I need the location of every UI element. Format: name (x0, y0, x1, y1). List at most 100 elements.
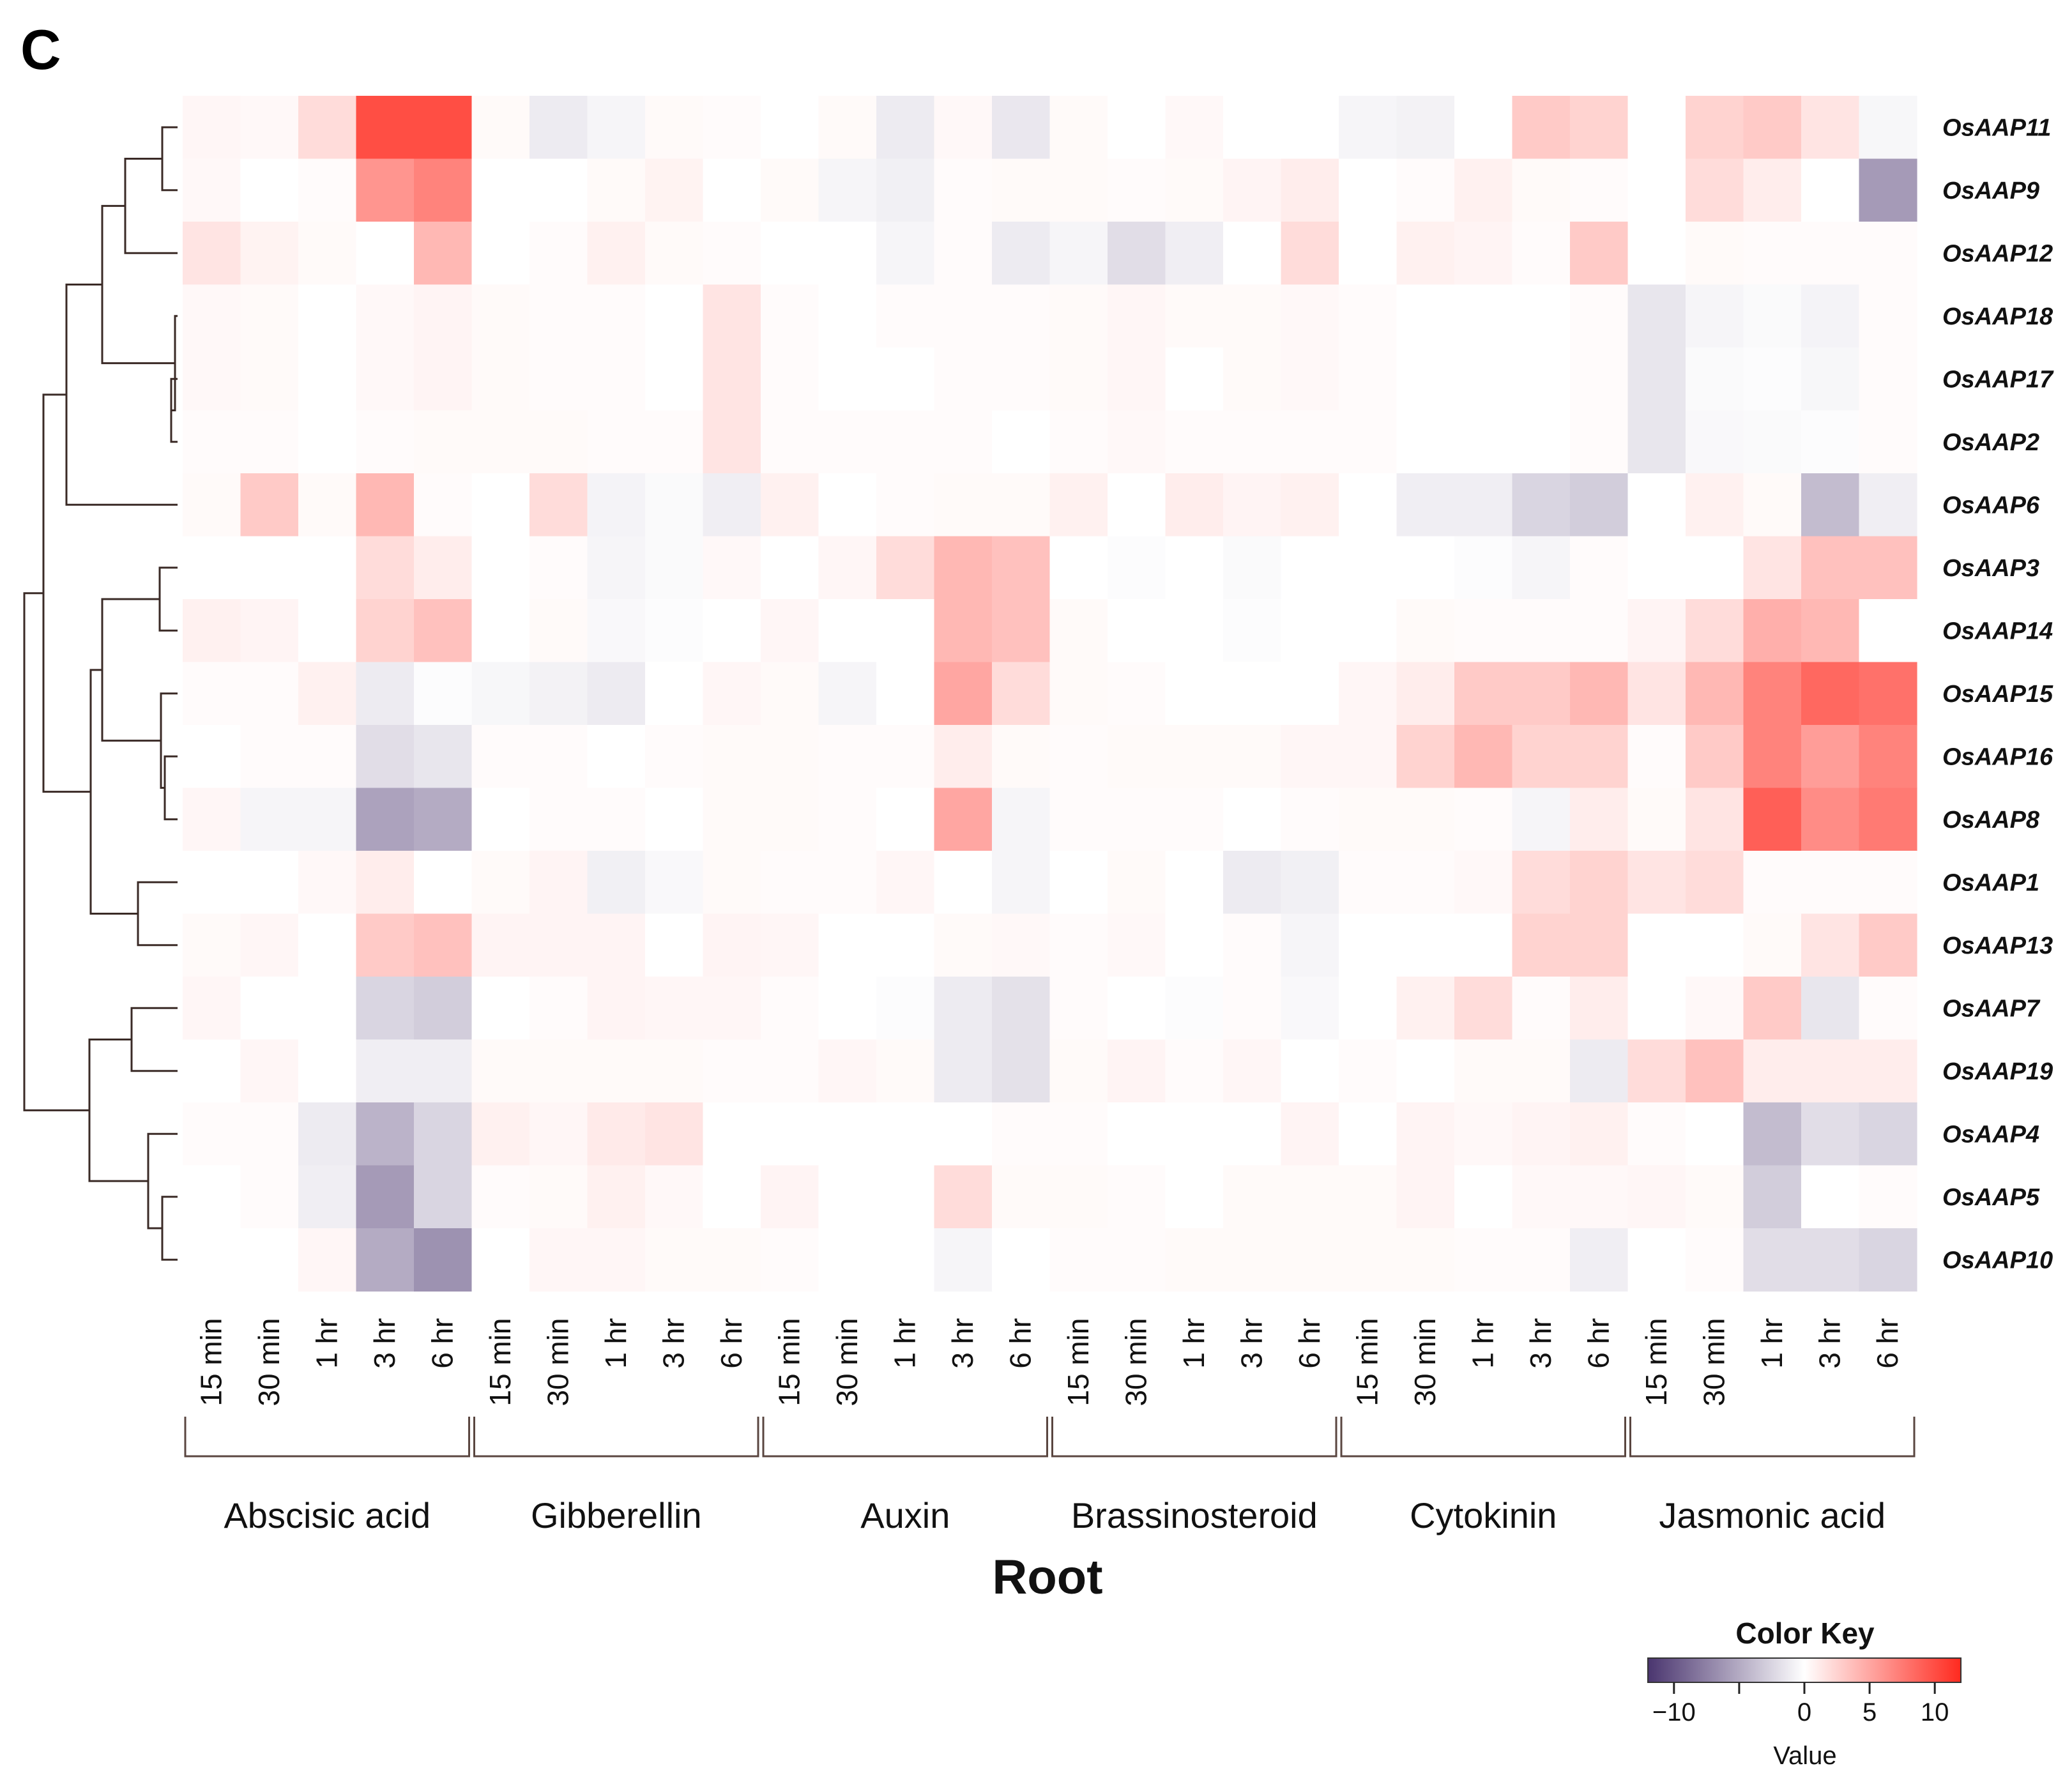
heatmap-cell (183, 284, 241, 348)
heatmap-cell (1049, 1165, 1108, 1229)
heatmap-cell (1570, 1228, 1629, 1292)
heatmap-cell (1743, 788, 1802, 851)
heatmap-cell (240, 222, 299, 286)
heatmap-cell (587, 977, 646, 1040)
heatmap-cell (1108, 158, 1166, 222)
color-key-title: Color Key (1735, 1617, 1875, 1650)
heatmap-cell (992, 662, 1051, 726)
heatmap-cell (1281, 725, 1339, 789)
heatmap-cell (1223, 599, 1282, 663)
heatmap-cell (1108, 788, 1166, 851)
column-tick-label: 6 hr (1581, 1318, 1615, 1369)
heatmap-cell (471, 725, 530, 789)
heatmap-cell (703, 222, 761, 286)
group-bracket (762, 1417, 1048, 1458)
heatmap-cell (1108, 599, 1166, 663)
heatmap-cell (356, 1228, 415, 1292)
heatmap-cell (1454, 788, 1513, 851)
heatmap-cell (1339, 599, 1398, 663)
heatmap-cell (1223, 1228, 1282, 1292)
heatmap-cell (1165, 347, 1224, 411)
heatmap-cell (587, 222, 646, 286)
heatmap-cell (587, 347, 646, 411)
heatmap-cell (471, 851, 530, 915)
heatmap-cell (1570, 158, 1629, 222)
heatmap-cell (1859, 284, 1917, 348)
heatmap-cell (414, 913, 473, 977)
heatmap-cell (876, 662, 935, 726)
heatmap-cell (240, 1102, 299, 1166)
heatmap-cell (1686, 977, 1744, 1040)
heatmap-cell (1627, 473, 1686, 537)
heatmap-cell (298, 222, 357, 286)
heatmap-cell (183, 1039, 241, 1103)
column-tick-label: 3 hr (1524, 1318, 1557, 1369)
heatmap-cell (183, 662, 241, 726)
heatmap-cell (703, 1102, 761, 1166)
heatmap-cell (703, 1039, 761, 1103)
heatmap-cell (1570, 1039, 1629, 1103)
heatmap-cell (703, 473, 761, 537)
heatmap-cell (761, 284, 819, 348)
heatmap-cell (645, 222, 704, 286)
heatmap-cell (761, 222, 819, 286)
heatmap-cell (1454, 1102, 1513, 1166)
heatmap-cell (934, 1102, 993, 1166)
heatmap-cell (240, 599, 299, 663)
heatmap-cell (356, 347, 415, 411)
heatmap-cell (1223, 977, 1282, 1040)
heatmap-cell (1339, 851, 1398, 915)
heatmap-cell (761, 977, 819, 1040)
heatmap-cell (298, 788, 357, 851)
heatmap-cell (818, 473, 877, 537)
heatmap-cell (1396, 1039, 1455, 1103)
heatmap-cell (471, 222, 530, 286)
column-tick-label: 15 min (1640, 1318, 1673, 1406)
heatmap-cell (1627, 96, 1686, 160)
heatmap-cell (356, 1102, 415, 1166)
column-tick-label: 30 min (1408, 1318, 1442, 1406)
dendrogram-link (101, 204, 175, 365)
heatmap-cell (1281, 536, 1339, 600)
heatmap-cell (1454, 977, 1513, 1040)
heatmap-cell (529, 1165, 588, 1229)
heatmap-cell (1223, 222, 1282, 286)
heatmap-cell (1108, 96, 1166, 160)
heatmap-cell (529, 851, 588, 915)
heatmap-cell (1339, 284, 1398, 348)
column-tick-label: 1 hr (888, 1318, 921, 1369)
heatmap-cell (471, 347, 530, 411)
group-bracket (1629, 1417, 1916, 1458)
heatmap-cell (1801, 222, 1860, 286)
dendrogram-link (89, 669, 138, 915)
dendrogram-link (137, 881, 178, 947)
heatmap-cell (876, 347, 935, 411)
heatmap-cell (1570, 347, 1629, 411)
color-key: Color Key −10 0 5 10 Value (1647, 1617, 1962, 1770)
heatmap-cell (240, 96, 299, 160)
heatmap-cell (1396, 913, 1455, 977)
heatmap-cell (1743, 473, 1802, 537)
heatmap-cell (1801, 347, 1860, 411)
heatmap-cell (1454, 1165, 1513, 1229)
heatmap-cell (1108, 662, 1166, 726)
heatmap-cell (471, 158, 530, 222)
heatmap-cell (992, 913, 1051, 977)
heatmap-cell (471, 599, 530, 663)
heatmap-cell (1049, 473, 1108, 537)
column-tick-label: 15 min (484, 1318, 517, 1406)
heatmap-cell (1512, 851, 1571, 915)
heatmap-cell (1223, 473, 1282, 537)
row-dendrogram (23, 126, 178, 1261)
heatmap-cell (587, 851, 646, 915)
heatmap-cell (1512, 725, 1571, 789)
heatmap-cell (1165, 1228, 1224, 1292)
row-label: OsAAP19 (1942, 1058, 2053, 1085)
group-bracket (1340, 1417, 1626, 1458)
heatmap-cell (1859, 977, 1917, 1040)
heatmap-cell (1396, 1165, 1455, 1229)
heatmap-cell (240, 410, 299, 474)
heatmap-cell (992, 1165, 1051, 1229)
heatmap-cell (761, 347, 819, 411)
heatmap-cell (1396, 1228, 1455, 1292)
